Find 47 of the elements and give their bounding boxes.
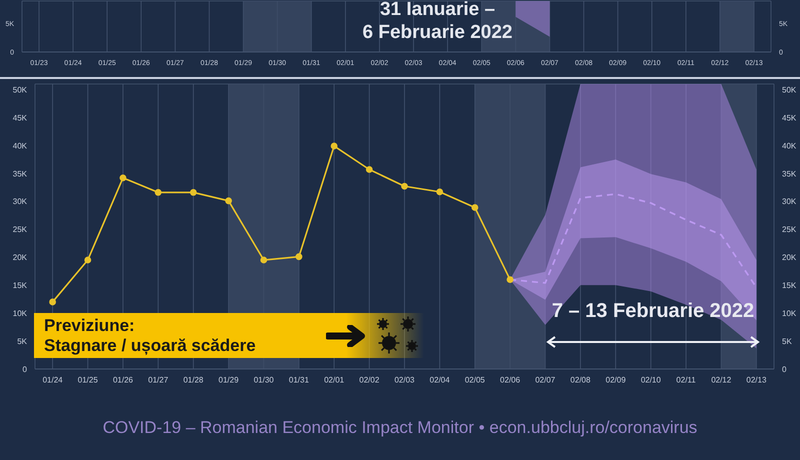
x-tick-label: 01/31 [288,376,310,385]
y2-tick-label: 35K [782,169,797,178]
x-tick-label: 02/06 [500,376,521,385]
y-tick-label: 0 [22,364,28,374]
x-tick-label: 01/28 [183,376,204,385]
y2-tick-label: 40K [782,141,797,150]
x-tick-label: 02/07 [535,376,556,385]
text: 31 Ianuarie – 6 Februarie 2022 [362,0,514,44]
y-tick-label: 35K [12,169,28,178]
text: COVID-19 – Romanian Economic Impact Monitor • econ.ubbcluj.ro/coronavirus [102,418,698,438]
x-tick-label: 02/11 [676,376,696,385]
y2-tick-label: 5K [782,336,792,346]
x-tick-label: 01/30 [254,376,274,385]
x-tick-label: 02/08 [570,376,592,385]
y-tick-label: 25K [12,225,28,234]
y-tick-label: 30K [12,197,28,206]
annotation: Previziune: Stagnare / ușoară scădere [44,316,256,356]
y2-tick-label: 45K [782,113,797,122]
x-tick-label: 02/02 [359,376,380,385]
x-tick-label: 02/05 [464,376,486,385]
x-tick-label: 02/01 [324,376,345,385]
x-tick-label: 02/04 [430,376,450,385]
y2-tick-label: 0 [782,364,787,374]
y-tick-label: 40K [12,141,28,150]
y-tick-label: 15K [12,281,28,290]
y2-tick-label: 30K [782,197,797,206]
x-tick-label: 01/26 [112,376,134,385]
y-tick-label: 45K [12,113,28,122]
x-tick-label: 01/29 [218,376,240,385]
y-tick-label: 10K [12,308,28,318]
y-tick-label: 50K [12,85,28,94]
y2-tick-label: 20K [782,253,797,262]
annotation: 7 – 13 Februarie 2022 [550,300,756,323]
y2-tick-label: 50K [782,85,797,94]
y2-tick-label: 10K [782,308,797,318]
x-tick-label: 02/13 [746,376,767,385]
x-tick-label: 01/27 [148,376,169,385]
x-tick-label: 01/25 [78,376,98,385]
x-tick-label: 02/03 [394,376,416,385]
y2-tick-label: 25K [782,225,797,234]
x-tick-label: 02/10 [640,376,662,385]
x-tick-label: 02/09 [606,376,626,385]
x-tick-label: 02/12 [711,376,732,385]
y-tick-label: 20K [12,253,28,262]
y-tick-label: 5K [17,336,28,346]
y2-tick-label: 15K [782,281,797,290]
x-tick-label: 01/24 [42,376,64,385]
